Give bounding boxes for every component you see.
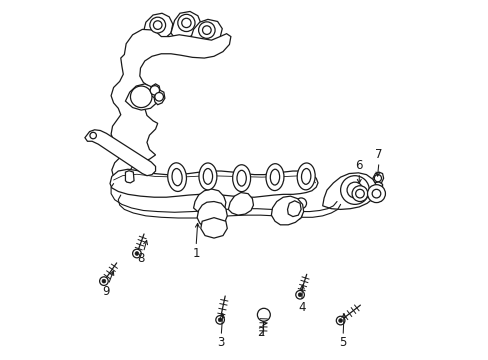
Circle shape [178,14,195,32]
Ellipse shape [199,163,217,190]
Circle shape [298,293,302,297]
Circle shape [346,182,362,198]
Circle shape [355,189,364,198]
Circle shape [155,93,163,101]
Polygon shape [228,193,253,215]
Text: 4: 4 [298,301,305,314]
Circle shape [295,291,304,299]
Circle shape [218,318,222,322]
Circle shape [198,22,215,39]
Polygon shape [197,202,227,229]
Polygon shape [287,201,301,217]
Polygon shape [86,131,98,140]
Ellipse shape [232,165,250,192]
Circle shape [338,319,342,323]
Polygon shape [125,84,158,110]
Polygon shape [371,182,382,194]
Circle shape [340,176,368,204]
Polygon shape [271,196,303,225]
Circle shape [102,279,105,283]
Text: 9: 9 [102,285,110,298]
Text: 8: 8 [137,252,144,265]
Polygon shape [85,130,155,176]
Polygon shape [111,30,230,185]
Circle shape [150,86,159,95]
Circle shape [149,17,165,33]
Ellipse shape [265,164,284,190]
Circle shape [367,185,385,203]
Text: 2: 2 [256,326,264,339]
Polygon shape [193,189,225,215]
Text: 5: 5 [339,336,346,348]
Circle shape [293,211,301,220]
Circle shape [135,252,139,256]
Ellipse shape [301,168,310,184]
Polygon shape [190,19,222,43]
Text: 3: 3 [217,336,224,348]
Circle shape [100,277,108,285]
Polygon shape [149,84,160,98]
Polygon shape [201,218,227,238]
Circle shape [153,21,162,30]
Circle shape [279,203,295,219]
Polygon shape [171,12,201,37]
Ellipse shape [237,170,246,186]
Circle shape [351,186,367,202]
Ellipse shape [203,168,212,184]
Circle shape [371,189,380,198]
Ellipse shape [167,163,186,192]
Polygon shape [322,173,376,210]
Circle shape [295,198,306,209]
Circle shape [90,132,96,139]
Polygon shape [142,13,172,40]
Circle shape [257,308,270,321]
Text: 7: 7 [374,148,382,161]
Polygon shape [125,171,134,183]
Ellipse shape [172,168,182,186]
Circle shape [373,175,381,182]
Circle shape [215,316,224,324]
Text: 1: 1 [192,247,200,260]
Circle shape [132,249,141,258]
Text: 6: 6 [355,159,362,172]
Circle shape [130,86,152,108]
Ellipse shape [297,163,315,190]
Polygon shape [367,186,384,202]
Circle shape [336,316,344,325]
Ellipse shape [270,169,279,185]
Circle shape [202,26,211,35]
Polygon shape [372,172,383,184]
Polygon shape [204,212,223,230]
Polygon shape [154,90,164,105]
Circle shape [182,18,191,28]
Circle shape [203,195,217,210]
Polygon shape [110,169,317,197]
